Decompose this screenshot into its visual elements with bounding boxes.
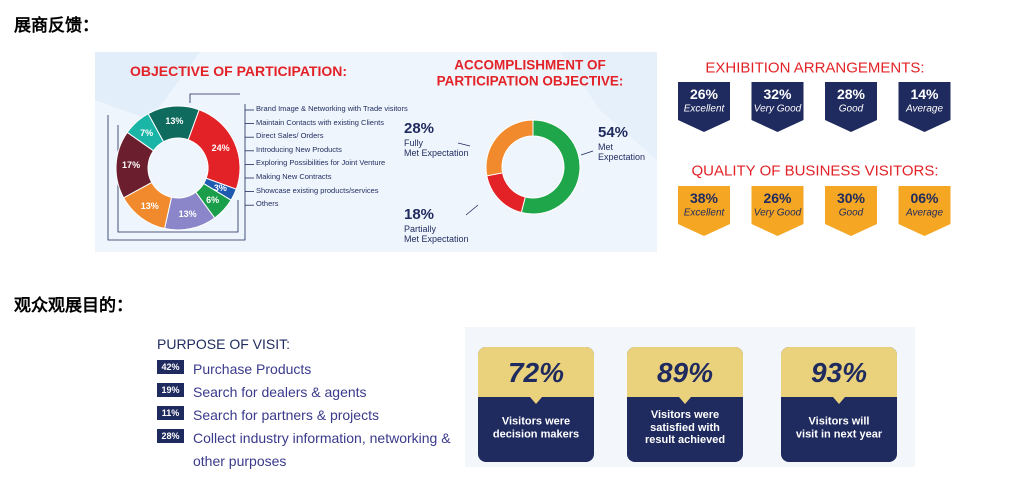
badge — [751, 186, 804, 236]
donut-segment — [520, 119, 581, 215]
card-top — [781, 347, 897, 397]
badge-value: 28% — [836, 85, 866, 102]
legend-entry: Introducing New Products — [256, 144, 342, 154]
decor — [560, 52, 657, 160]
badge-value: 38% — [689, 189, 719, 206]
badge-value: 06% — [910, 189, 939, 206]
stat-value: 93% — [810, 356, 868, 388]
segment-text: Partially Met Expectation — [404, 224, 469, 244]
stat-text: Visitors will visit in next year — [795, 415, 883, 440]
card-notch — [679, 397, 691, 404]
badge-value: 26% — [689, 85, 719, 102]
purpose-text: Purchase Products — [193, 361, 312, 377]
badge — [678, 82, 730, 132]
share-badge — [157, 429, 184, 443]
purpose-text: Search for dealers & agents — [193, 384, 367, 400]
section-title: PURPOSE OF VISIT: — [157, 336, 291, 352]
badge — [825, 82, 877, 132]
badge-label: Average — [905, 207, 944, 219]
chart-title: OBJECTIVE OF PARTICIPATION: — [130, 63, 348, 79]
segment-label: 24% — [211, 142, 230, 153]
segment-label: 13% — [165, 115, 184, 126]
badge-label: Average — [905, 103, 944, 115]
segment-label: 6% — [206, 194, 220, 205]
legend-entry: Others — [256, 199, 279, 209]
share-label: 11% — [161, 407, 180, 418]
stat-text: Visitors were decision makers — [492, 415, 580, 440]
segment-label: 13% — [140, 200, 159, 211]
badge-label: Very Good — [753, 103, 802, 115]
card-notch — [530, 397, 542, 404]
badge — [898, 186, 951, 236]
section-title: EXHIBITION ARRANGEMENTS: — [705, 59, 925, 77]
share-badge — [157, 383, 184, 397]
legend-entry: Maintain Contacts with existing Clients — [256, 117, 384, 127]
segment-label: 17% — [122, 160, 141, 171]
section-heading: 展商反馈： — [14, 16, 99, 35]
badge-label: Very Good — [753, 207, 802, 219]
share-label: 42% — [161, 361, 180, 372]
legend-entry: Direct Sales/ Orders — [256, 131, 324, 141]
purpose-text: Search for partners & projects — [193, 407, 379, 423]
stat-value: 72% — [507, 356, 565, 388]
segment-label: 7% — [140, 127, 154, 138]
legend-entry: Making New Contracts — [256, 172, 332, 181]
badge-label: Excellent — [683, 103, 725, 115]
badge-value: 26% — [763, 189, 792, 206]
segment-value: 28% — [404, 120, 435, 137]
badge — [898, 82, 951, 132]
card-top — [478, 347, 594, 397]
badge — [678, 186, 730, 236]
share-badge — [157, 406, 184, 420]
share-label: 19% — [161, 384, 180, 395]
segment-label: 3% — [213, 183, 227, 194]
stat-value: 89% — [656, 356, 714, 388]
legend-entry: Brand Image & Networking with Trade visi… — [256, 104, 408, 113]
badge — [825, 186, 877, 236]
badge — [751, 82, 804, 132]
section-title: QUALITY OF BUSINESS VISITORS: — [691, 162, 939, 180]
section-heading: 观众观展目的： — [14, 296, 133, 315]
purpose-text: Collect industry information, networking… — [193, 430, 451, 469]
card-top — [627, 347, 743, 397]
badge-value: 32% — [763, 85, 792, 102]
legend-entry: Showcase existing products/services — [256, 185, 379, 195]
segment-value: 54% — [598, 124, 629, 141]
donut-segment — [115, 131, 155, 199]
segment-text: Met Expectation — [598, 142, 646, 162]
chart-title: ACCOMPLISHMENT OF PARTICIPATION OBJECTIV… — [436, 57, 624, 88]
badge-label: Excellent — [683, 207, 725, 219]
badge-value: 30% — [836, 189, 866, 206]
badge-label: Good — [838, 103, 864, 115]
legend-entry: Exploring Possibilities for Joint Ventur… — [256, 158, 386, 168]
segment-value: 18% — [404, 206, 435, 223]
segment-label: 13% — [178, 208, 197, 219]
decor — [95, 52, 200, 120]
badge-label: Good — [838, 207, 864, 219]
share-badge — [157, 360, 184, 374]
stat-text: Visitors were satisfied with result achi… — [644, 409, 726, 447]
donut-segment — [485, 119, 534, 177]
card-notch — [833, 397, 845, 404]
share-label: 28% — [161, 430, 180, 441]
badge-value: 14% — [910, 85, 939, 102]
segment-text: Fully Met Expectation — [404, 138, 469, 158]
